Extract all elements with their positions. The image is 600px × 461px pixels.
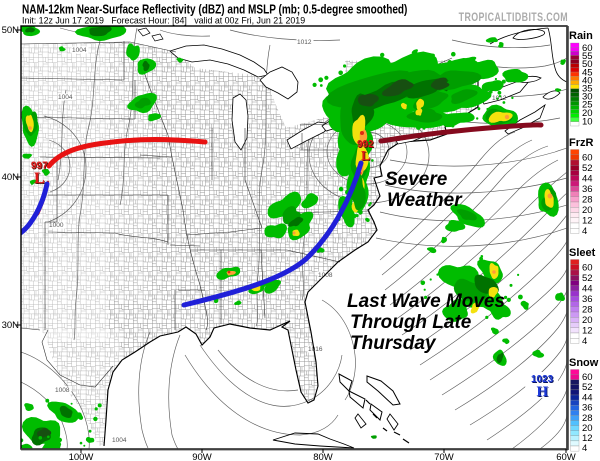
svg-text:60: 60 [582,153,593,164]
svg-text:12: 12 [582,216,593,227]
svg-text:1012: 1012 [492,95,507,102]
svg-text:52: 52 [582,273,593,284]
svg-text:1023: 1023 [531,374,554,385]
svg-text:45: 45 [582,67,593,78]
svg-text:992: 992 [357,139,374,150]
svg-text:80W: 80W [313,452,333,461]
svg-text:90W: 90W [192,452,212,461]
svg-text:1008: 1008 [318,272,333,279]
svg-text:Weather: Weather [387,190,463,211]
svg-text:28: 28 [582,413,593,424]
svg-text:28: 28 [582,305,593,316]
svg-text:20: 20 [582,205,593,216]
svg-text:20: 20 [582,108,593,119]
svg-text:4: 4 [582,443,587,454]
svg-text:997: 997 [31,161,48,172]
svg-text:NAM-12km Near-Surface Reflecti: NAM-12km Near-Surface Reflectivity (dBZ)… [22,3,408,16]
svg-text:40N: 40N [2,172,20,183]
svg-text:25: 25 [582,100,593,111]
svg-text:1016: 1016 [308,346,323,353]
svg-text:10: 10 [582,117,593,128]
svg-text:12: 12 [582,433,593,444]
svg-text:Thursday: Thursday [350,333,437,354]
svg-text:52: 52 [582,163,593,174]
svg-text:40: 40 [582,75,593,86]
svg-text:H: H [537,385,549,401]
svg-text:4: 4 [582,226,587,237]
svg-text:12: 12 [582,326,593,337]
svg-text:28: 28 [582,195,593,206]
svg-text:1000: 1000 [49,222,64,229]
svg-text:FrzR: FrzR [569,137,594,149]
svg-text:52: 52 [582,382,593,393]
svg-text:1012: 1012 [297,39,312,46]
svg-text:55: 55 [582,51,593,62]
svg-text:Snow: Snow [569,357,599,369]
svg-text:36: 36 [582,403,593,414]
svg-text:20: 20 [582,315,593,326]
svg-text:70W: 70W [434,452,454,461]
svg-text:4: 4 [582,336,587,347]
svg-text:L: L [35,171,46,188]
svg-text:992: 992 [358,140,375,151]
svg-text:997: 997 [32,161,49,172]
svg-text:Last Wave Moves: Last Wave Moves [347,291,505,312]
svg-text:60: 60 [582,372,593,383]
svg-text:Severe: Severe [385,169,448,190]
svg-text:60: 60 [582,263,593,274]
svg-text:36: 36 [582,184,593,195]
svg-text:Rain: Rain [569,30,593,42]
svg-text:35: 35 [582,84,593,95]
svg-text:Sleet: Sleet [569,247,596,259]
svg-text:30: 30 [582,92,593,103]
svg-text:L: L [34,170,45,187]
svg-text:100W: 100W [69,452,94,461]
svg-text:60W: 60W [556,452,576,461]
svg-text:Through Late: Through Late [350,312,472,333]
svg-text:1004: 1004 [58,94,73,101]
svg-text:44: 44 [582,174,593,185]
svg-text:1008: 1008 [55,387,70,394]
svg-text:44: 44 [582,284,593,295]
svg-text:TROPICALTIDBITS.COM: TROPICALTIDBITS.COM [459,12,568,24]
svg-text:1004: 1004 [112,437,127,444]
svg-text:20: 20 [582,423,593,434]
svg-text:L: L [361,149,370,164]
svg-text:H: H [537,384,549,400]
svg-text:L: L [362,150,371,165]
svg-text:36: 36 [582,294,593,305]
svg-text:1023: 1023 [532,375,555,386]
svg-text:Init: 12z Jun 17 2019 Foreca: Init: 12z Jun 17 2019 Forecast Hour: [84… [22,15,305,25]
svg-text:1004: 1004 [72,47,87,54]
svg-text:30N: 30N [2,320,20,331]
svg-text:50: 50 [582,59,593,70]
svg-text:50N: 50N [2,25,20,36]
svg-text:60: 60 [582,43,593,54]
svg-text:44: 44 [582,392,593,403]
